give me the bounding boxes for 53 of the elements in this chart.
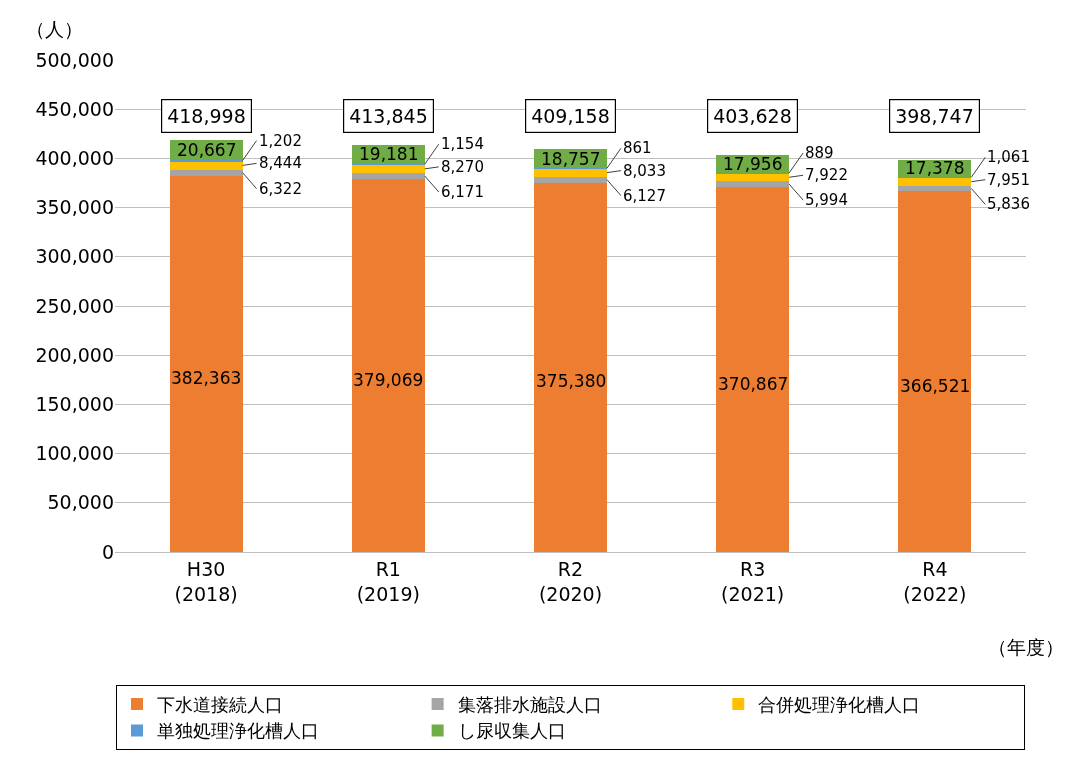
y-tick-label: 250,000 (35, 294, 114, 317)
total-label: 403,628 (713, 105, 792, 128)
data-label: 889 (805, 144, 834, 162)
y-tick-label: 0 (101, 540, 114, 563)
y-tick-label: 350,000 (35, 196, 114, 219)
data-label: 6,322 (259, 180, 302, 198)
legend-label: 合併処理浄化槽人口 (758, 694, 921, 716)
data-label: 861 (623, 139, 652, 157)
data-label: 5,994 (805, 191, 848, 209)
data-label: 366,521 (900, 376, 971, 396)
legend-label: 下水道接続人口 (157, 694, 283, 716)
data-label: 17,956 (723, 154, 783, 174)
x-tick-label: H30 (2018) (174, 557, 238, 605)
data-label: 5,836 (987, 195, 1030, 213)
data-label: 8,270 (441, 158, 484, 176)
x-tick-label: R2 (2020) (538, 557, 603, 605)
data-label: 19,181 (359, 144, 419, 164)
data-label: 1,202 (259, 132, 302, 150)
y-tick-label: 300,000 (35, 245, 114, 268)
data-label: 370,867 (718, 374, 789, 394)
data-label: 1,061 (987, 148, 1030, 166)
data-label: 382,363 (171, 368, 242, 388)
data-label: 7,922 (805, 166, 848, 184)
legend-label: し尿収集人口 (457, 720, 566, 742)
data-label: 6,127 (623, 187, 666, 205)
y-tick-label: 50,000 (47, 491, 114, 514)
data-label: 379,069 (353, 370, 424, 390)
y-tick-label: 100,000 (35, 442, 114, 465)
y-tick-label: 150,000 (35, 393, 114, 416)
data-label: 18,757 (541, 149, 601, 169)
data-label: 7,951 (987, 171, 1030, 189)
data-label: 1,154 (441, 135, 484, 153)
x-tick-label: R4 (2022) (903, 557, 967, 605)
data-label: 17,378 (905, 158, 965, 178)
total-label: 398,747 (895, 105, 974, 128)
data-label: 20,667 (177, 140, 237, 160)
y-tick-label: 200,000 (35, 343, 114, 366)
legend-label: 集落排水施設人口 (457, 694, 602, 716)
y-axis-title: （人） (26, 18, 83, 40)
data-label: 6,171 (441, 183, 484, 201)
y-tick-label: 450,000 (35, 97, 114, 120)
total-label: 413,845 (349, 105, 428, 128)
y-tick-label: 400,000 (35, 147, 114, 170)
total-label: 409,158 (531, 105, 610, 128)
y-tick-label: 500,000 (35, 48, 114, 71)
x-tick-label: R1 (2019) (356, 557, 420, 605)
legend-label: 単独処理浄化槽人口 (157, 720, 319, 742)
data-label: 8,444 (259, 154, 302, 172)
total-label: 418,998 (167, 105, 246, 128)
data-label: 8,033 (623, 162, 666, 180)
x-tick-label: R3 (2021) (721, 557, 785, 605)
data-label: 375,380 (536, 371, 607, 391)
x-axis-title: （年度） (988, 636, 1064, 658)
